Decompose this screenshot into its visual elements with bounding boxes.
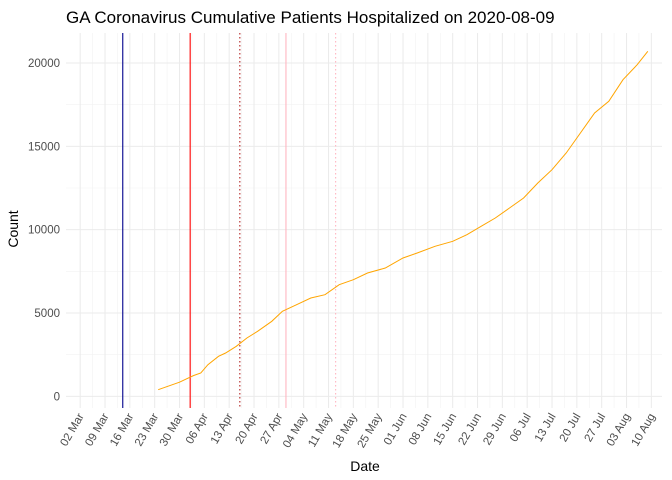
x-tick-label: 06 Jul (508, 412, 534, 445)
y-tick-label: 0 (54, 391, 60, 403)
y-tick-label: 10000 (28, 225, 60, 237)
y-tick-label: 20000 (28, 58, 60, 70)
x-tick-label: 27 Apr (258, 411, 285, 446)
chart-title: GA Coronavirus Cumulative Patients Hospi… (66, 8, 555, 27)
x-tick-label: 20 Apr (234, 411, 261, 446)
x-tick-label: 20 Jul (558, 412, 584, 445)
x-tick-label: 30 Mar (158, 411, 186, 448)
y-tick-label: 5000 (34, 308, 60, 320)
x-tick-label: 13 Jul (533, 412, 559, 445)
x-tick-label: 06 Apr (184, 411, 211, 446)
x-tick-label: 10 Aug (630, 412, 658, 449)
x-tick-label: 29 Jun (481, 412, 509, 448)
x-tick-label: 25 May (356, 411, 385, 450)
y-axis-title: Count (5, 210, 21, 247)
x-tick-label: 27 Jul (583, 412, 609, 445)
x-tick-label: 08 Jun (407, 412, 435, 448)
y-axis: 0 5000 10000 15000 20000 (28, 58, 60, 403)
vertical-markers (122, 33, 337, 408)
grid (66, 33, 662, 408)
series-layer (158, 50, 649, 391)
series-line (158, 50, 649, 391)
x-tick-label: 15 Jun (432, 412, 460, 448)
x-tick-label: 13 Apr (209, 411, 236, 446)
x-axis-title: Date (350, 458, 380, 474)
x-tick-label: 22 Jun (456, 412, 484, 448)
y-tick-label: 15000 (28, 141, 60, 153)
x-tick-label: 01 Jun (382, 412, 410, 448)
